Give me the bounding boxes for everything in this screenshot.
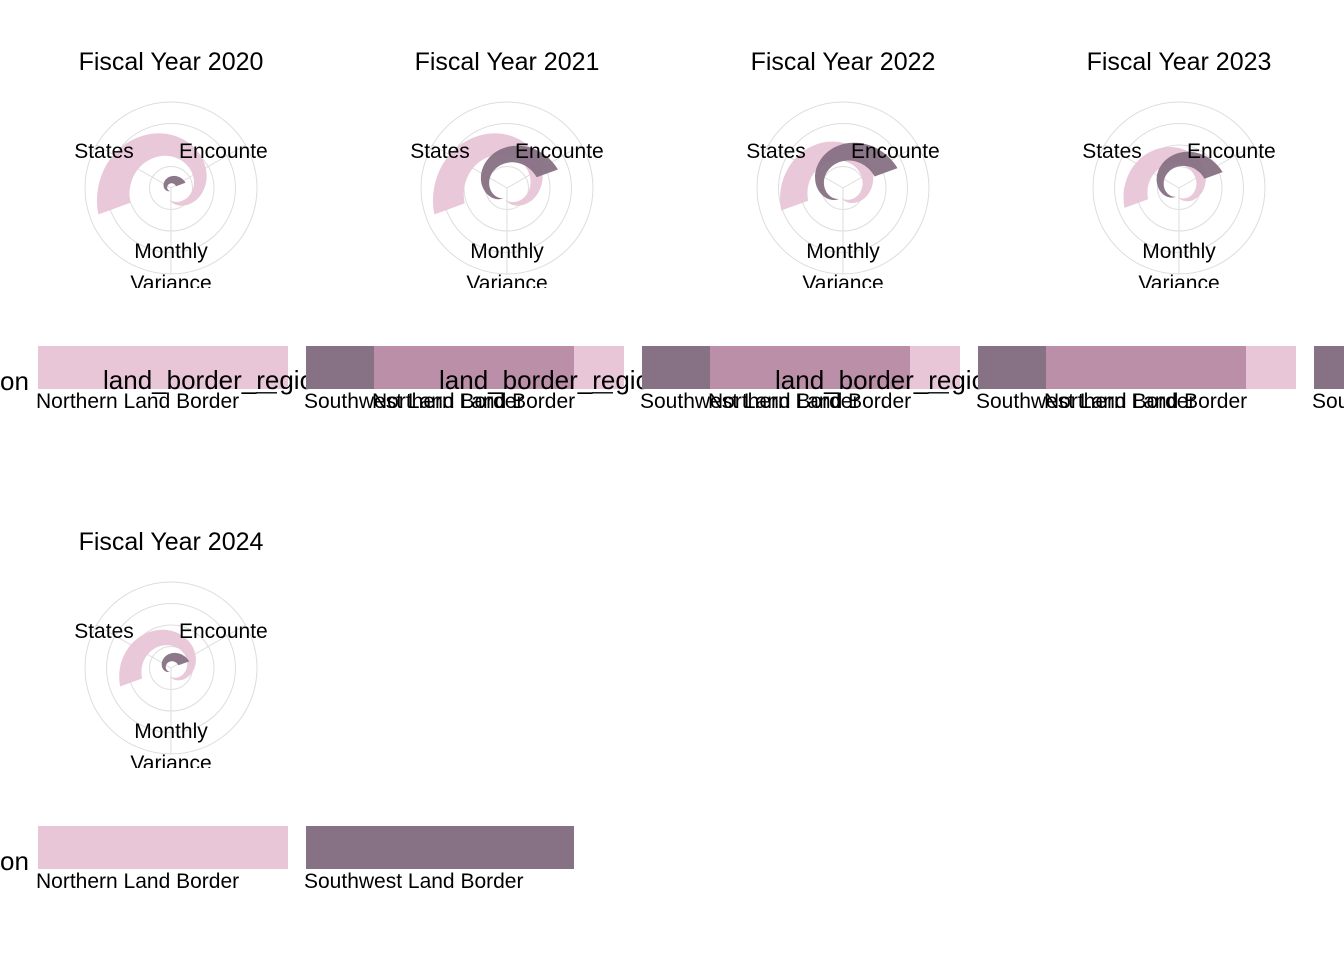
axis-label: Variance	[466, 272, 547, 288]
axis-label: Monthly	[470, 240, 544, 263]
legend-swatch-mixed	[710, 346, 910, 389]
legend-title: land_border_region	[775, 365, 1001, 395]
axis-label: Encounte	[515, 140, 604, 163]
axis-label: Monthly	[1142, 240, 1216, 263]
series-northern-mark	[119, 629, 196, 687]
legend-label-southwest-clipped: Southwest Land Border	[1312, 390, 1344, 413]
series-southwest-mark	[815, 142, 898, 200]
axis-label: Encounte	[179, 620, 268, 643]
legend-label-northern: Northern Land Border	[708, 390, 912, 413]
legend-swatch-southwest	[1314, 346, 1344, 389]
axis-label: States	[74, 140, 134, 163]
legend-swatch-northern	[1246, 346, 1296, 389]
axis-label: States	[74, 620, 134, 643]
axis-label: Variance	[130, 272, 211, 288]
legend-label-northern: Northern Land Border	[1044, 390, 1248, 413]
axis-label: States	[1082, 140, 1142, 163]
legend-swatch-southwest	[642, 346, 710, 389]
axis-label: Monthly	[806, 240, 880, 263]
legend-swatch-northern	[38, 346, 288, 389]
series-southwest-mark	[480, 145, 558, 200]
panel-title: Fiscal Year 2021	[414, 48, 600, 76]
legend-label-southwest: Southwest Land Border	[304, 870, 524, 893]
legend-dash: —	[928, 380, 949, 403]
axis-label: States	[410, 140, 470, 163]
legend-label-northern: Northern Land Border	[36, 390, 240, 413]
series-northern-mark	[96, 133, 207, 215]
polar-chart: States Encounte Monthly Variance	[410, 101, 604, 288]
legend-swatch-southwest	[306, 826, 574, 869]
legend-dash: —	[592, 380, 613, 403]
legend-row-1: on Northern Land Border land_border_regi…	[0, 346, 1344, 436]
axis-label: Variance	[802, 272, 883, 288]
panel-title: Fiscal Year 2022	[750, 48, 936, 76]
legend-swatch-northern	[910, 346, 960, 389]
axis-label: Variance	[1138, 272, 1219, 288]
polar-chart: States Encounte Monthly Variance	[746, 101, 940, 288]
legend-swatch-mixed	[374, 346, 574, 389]
series-southwest-mark	[161, 652, 190, 672]
axis-label: Encounte	[851, 140, 940, 163]
axis-label: States	[746, 140, 806, 163]
panel-title: Fiscal Year 2023	[1086, 48, 1272, 76]
series-southwest-mark	[163, 175, 186, 192]
panel-fy2021: Fiscal Year 2021 States Encounte Monthly Va…	[372, 48, 642, 308]
legend-label-southwest: Southwest Land Border	[640, 390, 860, 413]
polar-chart: States Encounte Monthly Variance	[1082, 101, 1276, 288]
axis-label: Monthly	[134, 720, 208, 743]
legend-swatch-northern	[574, 346, 624, 389]
legend-title: land_border_region	[439, 365, 665, 395]
series-southwest-mark	[1156, 151, 1223, 198]
legend-title: land_border_region	[103, 365, 329, 395]
legend-dash: —	[256, 380, 277, 403]
axis-label: Variance	[130, 752, 211, 768]
legend-title-fragment: on	[0, 366, 29, 396]
polar-chart: States Encounte Monthly Variance	[74, 101, 268, 288]
panel-title: Fiscal Year 2020	[78, 48, 264, 76]
legend-label-northern: Northern Land Border	[36, 870, 240, 893]
legend-label-southwest: Southwest Land Border	[304, 390, 524, 413]
axis-label: Encounte	[1187, 140, 1276, 163]
panel-fy2023: Fiscal Year 2023 States Encounte Monthly Va…	[1044, 48, 1314, 308]
axis-label: Monthly	[134, 240, 208, 263]
panel-fy2022: Fiscal Year 2022 States Encounte Monthly Va…	[708, 48, 978, 308]
panel-title: Fiscal Year 2024	[78, 528, 264, 556]
legend-swatch-northern	[38, 826, 288, 869]
axis-label: Encounte	[179, 140, 268, 163]
legend-swatch-mixed	[1046, 346, 1246, 389]
legend-title-fragment: on	[0, 846, 29, 876]
legend-label-southwest: Southwest Land Border	[976, 390, 1196, 413]
legend-label-northern: Northern Land Border	[372, 390, 576, 413]
panel-fy2024: Fiscal Year 2024 States Encounte Monthly Va…	[36, 528, 306, 788]
polar-chart: States Encounte Monthly Variance	[74, 581, 268, 768]
legend-swatch-southwest	[306, 346, 374, 389]
panel-fy2020: Fiscal Year 2020 States Encounte Monthly Va…	[36, 48, 306, 308]
legend-row-2: on Northern Land Border Southwest Land B…	[0, 826, 1344, 916]
legend-swatch-southwest	[978, 346, 1046, 389]
